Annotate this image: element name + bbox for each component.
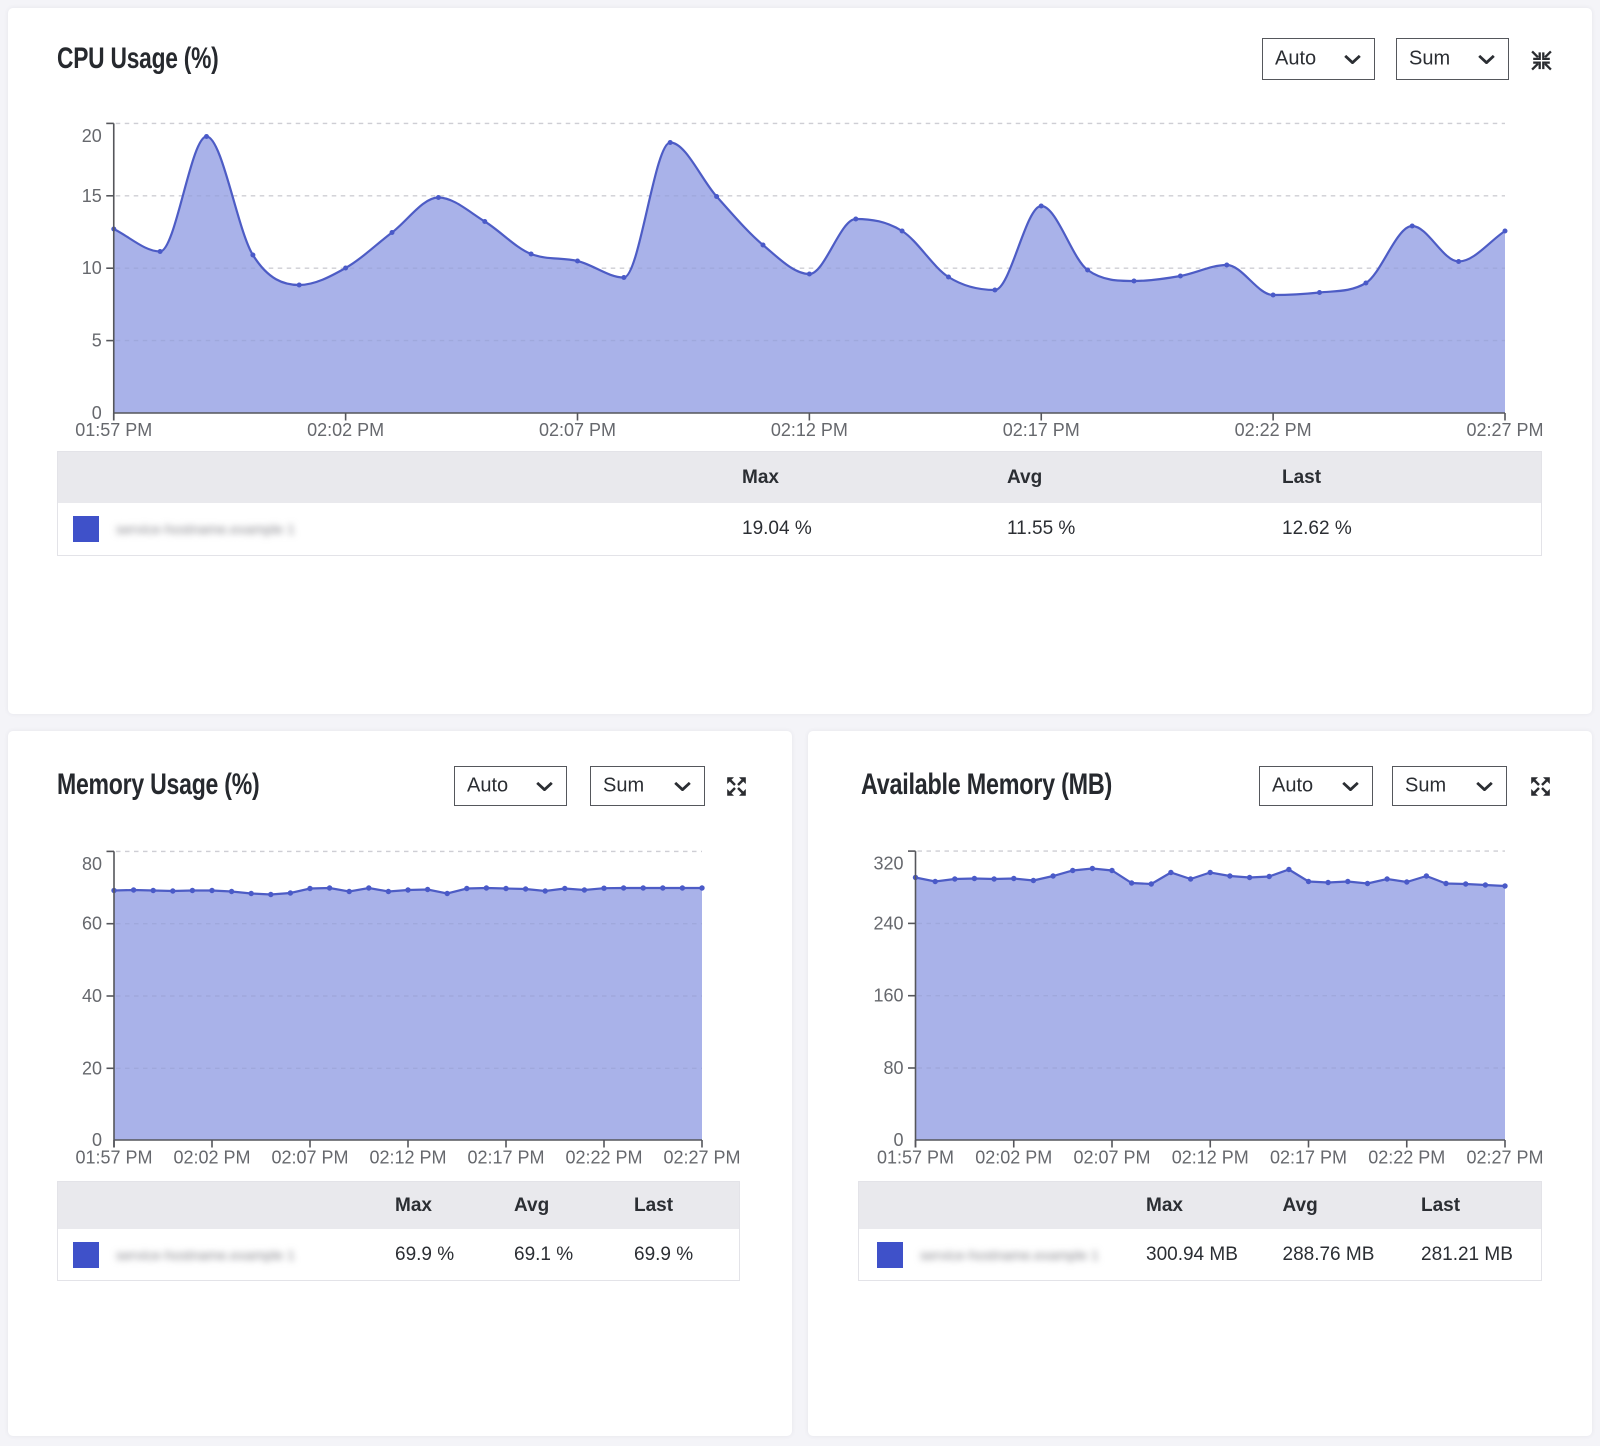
svg-text:01:57 PM: 01:57 PM	[75, 1148, 152, 1168]
svg-text:02:22 PM: 02:22 PM	[1368, 1148, 1445, 1168]
svg-text:320: 320	[873, 854, 903, 874]
svg-text:15: 15	[82, 186, 102, 206]
svg-text:02:02 PM: 02:02 PM	[307, 420, 384, 440]
svg-text:02:02 PM: 02:02 PM	[975, 1148, 1052, 1168]
svg-text:02:27 PM: 02:27 PM	[1466, 420, 1543, 440]
svg-text:40: 40	[82, 986, 102, 1006]
svg-text:02:12 PM: 02:12 PM	[771, 420, 848, 440]
svg-text:20: 20	[82, 1058, 102, 1078]
svg-text:0: 0	[893, 1130, 903, 1150]
svg-text:02:07 PM: 02:07 PM	[539, 420, 616, 440]
svg-text:5: 5	[92, 331, 102, 351]
svg-text:02:17 PM: 02:17 PM	[467, 1148, 544, 1168]
svg-text:02:02 PM: 02:02 PM	[173, 1148, 250, 1168]
svg-text:02:07 PM: 02:07 PM	[1073, 1148, 1150, 1168]
svg-text:02:22 PM: 02:22 PM	[1235, 420, 1312, 440]
svg-text:02:22 PM: 02:22 PM	[565, 1148, 642, 1168]
svg-text:02:17 PM: 02:17 PM	[1003, 420, 1080, 440]
svg-text:01:57 PM: 01:57 PM	[877, 1148, 954, 1168]
svg-text:240: 240	[873, 913, 903, 933]
svg-text:0: 0	[92, 1130, 102, 1150]
svg-text:02:27 PM: 02:27 PM	[1466, 1148, 1543, 1168]
svg-text:80: 80	[883, 1058, 903, 1078]
svg-text:02:07 PM: 02:07 PM	[271, 1148, 348, 1168]
svg-text:0: 0	[92, 403, 102, 423]
svg-text:02:12 PM: 02:12 PM	[1172, 1148, 1249, 1168]
svg-text:80: 80	[82, 854, 102, 874]
svg-text:60: 60	[82, 914, 102, 934]
svg-text:20: 20	[82, 126, 102, 146]
svg-text:160: 160	[873, 986, 903, 1006]
svg-text:01:57 PM: 01:57 PM	[75, 420, 152, 440]
svg-text:10: 10	[82, 258, 102, 278]
svg-text:02:12 PM: 02:12 PM	[369, 1148, 446, 1168]
svg-text:02:17 PM: 02:17 PM	[1270, 1148, 1347, 1168]
svg-text:02:27 PM: 02:27 PM	[663, 1148, 740, 1168]
